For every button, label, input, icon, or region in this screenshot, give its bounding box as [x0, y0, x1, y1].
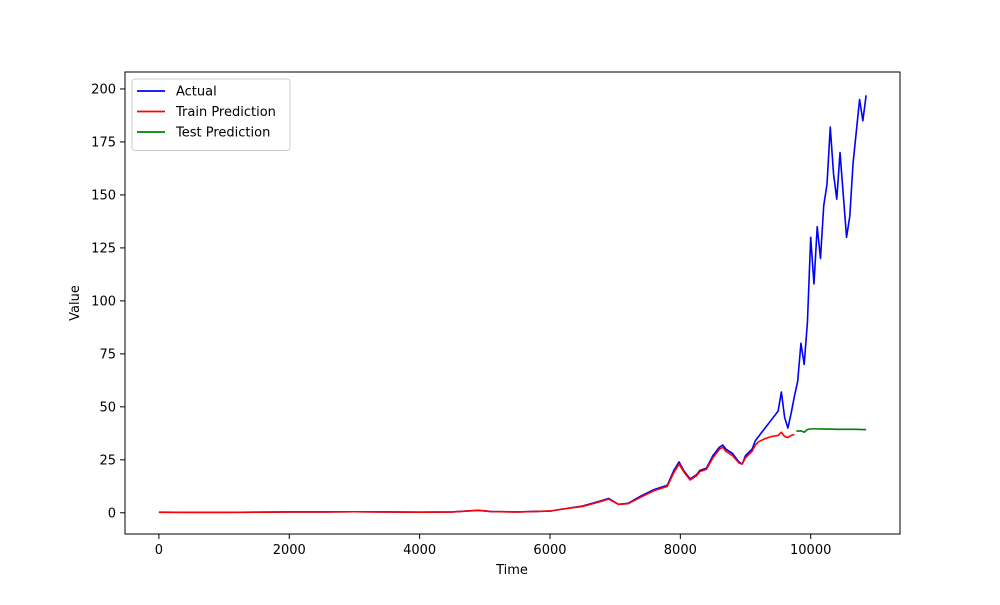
x-axis-label: Time: [495, 563, 528, 578]
legend-label-actual: Actual: [176, 85, 217, 100]
x-tick-label: 4000: [403, 543, 436, 558]
y-tick-label: 25: [99, 453, 116, 468]
series-line-train-prediction: [158, 431, 795, 514]
x-tick-label: 6000: [533, 543, 566, 558]
y-tick-label: 125: [91, 241, 116, 256]
x-tick-label: 0: [155, 543, 163, 558]
y-axis-ticks: 0 25 50 75 100 125 150 175 200: [91, 82, 125, 521]
legend-box: [131, 78, 291, 151]
y-tick-label: 75: [99, 347, 116, 362]
series-line-test-prediction: [796, 428, 867, 434]
y-tick-label: 150: [91, 188, 116, 203]
legend: Actual Train Prediction Test Prediction: [131, 78, 291, 151]
x-axis-ticks: 0 2000 4000 6000 8000 10000: [155, 534, 831, 558]
y-tick-label: 175: [91, 135, 116, 150]
series-layer: [158, 95, 867, 514]
y-tick-label: 50: [99, 400, 116, 415]
y-tick-label: 0: [108, 506, 116, 521]
x-tick-label: 8000: [664, 543, 697, 558]
y-tick-label: 100: [91, 294, 116, 309]
y-tick-label: 200: [91, 82, 116, 97]
legend-label-test-prediction: Test Prediction: [175, 126, 270, 141]
axes-frame: [124, 71, 901, 535]
y-axis-label: Value: [68, 285, 83, 321]
x-tick-label: 10000: [790, 543, 831, 558]
x-tick-label: 2000: [273, 543, 306, 558]
legend-label-train-prediction: Train Prediction: [175, 105, 276, 120]
